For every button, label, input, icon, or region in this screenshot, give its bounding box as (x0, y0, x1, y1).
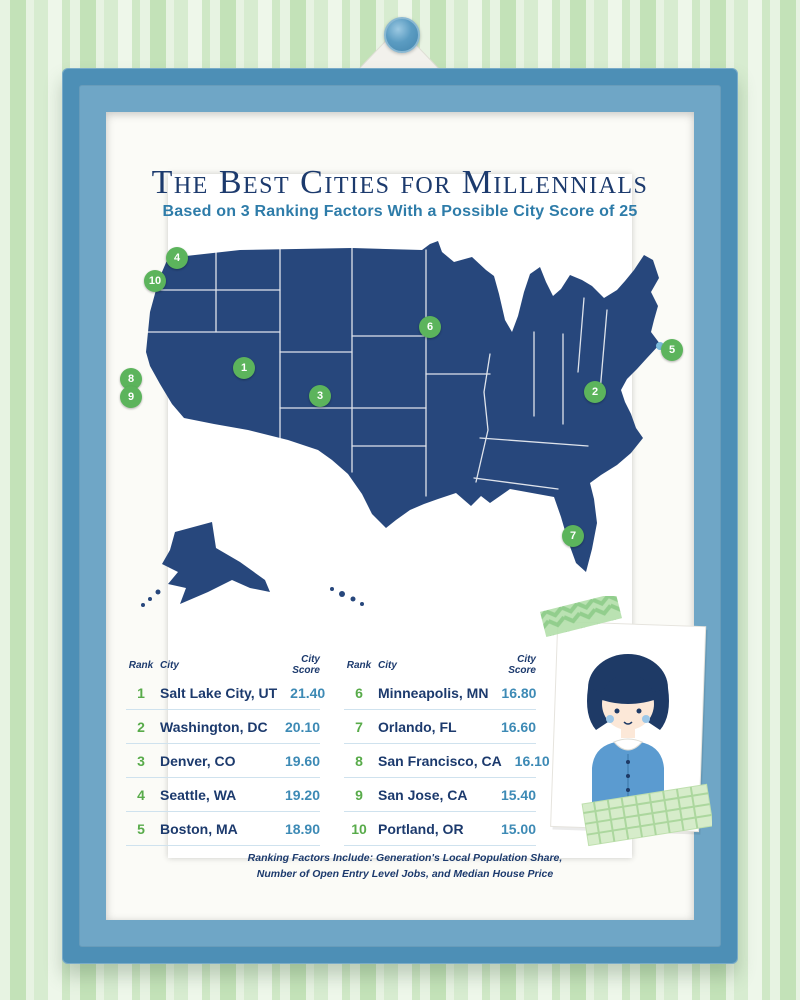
table-header: Rank City City Score (126, 654, 320, 676)
score-cell: 20.10 (284, 718, 320, 735)
city-cell: Portland, OR (378, 820, 464, 837)
map-marker-5: 5 (661, 339, 683, 361)
rank-cell: 4 (137, 786, 145, 803)
table-row: 2 Washington, DC 20.10 (126, 710, 320, 744)
header-rank: Rank (346, 659, 372, 671)
table-row: 8 San Francisco, CA 16.10 (344, 744, 550, 778)
state-borders (147, 247, 608, 497)
map-marker-6: 6 (419, 316, 441, 338)
eye-left (614, 708, 620, 714)
score-cell: 19.60 (284, 752, 320, 769)
city-cell: Salt Lake City, UT (160, 684, 278, 701)
rank-cell: 7 (355, 718, 363, 735)
score-cell: 15.00 (500, 820, 536, 837)
score-cell: 21.40 (290, 684, 326, 701)
us-map-alaska (162, 522, 270, 604)
city-cell: San Francisco, CA (378, 752, 502, 769)
city-cell: Boston, MA (160, 820, 238, 837)
map-marker-10: 10 (144, 270, 166, 292)
plaid-board (581, 783, 712, 847)
table-row: 4 Seattle, WA 19.20 (126, 778, 320, 812)
table-row: 7 Orlando, FL 16.60 (344, 710, 536, 744)
city-cell: Washington, DC (160, 718, 268, 735)
us-map (141, 241, 664, 607)
score-cell: 16.10 (514, 752, 550, 769)
rank-cell: 8 (355, 752, 363, 769)
city-cell: Seattle, WA (160, 786, 237, 803)
header-city-score: City Score (508, 654, 536, 676)
footnote-line-2: Number of Open Entry Level Jobs, and Med… (256, 868, 554, 881)
header-city: City (160, 659, 179, 671)
rank-cell: 9 (355, 786, 363, 803)
ranking-table-right: Rank City City Score 6 Minneapolis, MN 1… (344, 654, 550, 846)
score-cell: 19.20 (284, 786, 320, 803)
header-rank: Rank (128, 659, 154, 671)
rank-cell: 1 (137, 684, 145, 701)
table-row: 3 Denver, CO 19.60 (126, 744, 320, 778)
cheek-left (606, 715, 614, 723)
map-marker-9: 9 (120, 386, 142, 408)
table-row: 10 Portland, OR 15.00 (344, 812, 536, 846)
ranking-table-left: Rank City City Score 1 Salt Lake City, U… (126, 654, 325, 846)
rank-cell: 6 (355, 684, 363, 701)
table-row: 1 Salt Lake City, UT 21.40 (126, 676, 325, 710)
score-cell: 16.60 (500, 718, 536, 735)
cheek-right (642, 715, 650, 723)
score-cell: 18.90 (284, 820, 320, 837)
header-city: City (378, 659, 397, 671)
collar (613, 738, 643, 751)
footnote-line-1: Ranking Factors Include: Generation's Lo… (247, 852, 563, 864)
map-marker-7: 7 (562, 525, 584, 547)
city-cell: Denver, CO (160, 752, 236, 769)
woman-illustration-card (540, 596, 712, 847)
map-marker-8: 8 (120, 368, 142, 390)
rank-cell: 2 (137, 718, 145, 735)
poster-subtitle: Based on 3 Ranking Factors With a Possib… (162, 203, 638, 220)
city-cell: Orlando, FL (378, 718, 457, 735)
map-marker-4: 4 (166, 247, 188, 269)
city-cell: San Jose, CA (378, 786, 468, 803)
map-marker-2: 2 (584, 381, 606, 403)
ranking-factors-note: Ranking Factors Include: Generation's Lo… (200, 850, 610, 883)
table-row: 5 Boston, MA 18.90 (126, 812, 320, 846)
poster-title: The Best Cities for Millennials (151, 164, 649, 201)
fringe (602, 674, 654, 704)
table-header: Rank City City Score (344, 654, 536, 676)
washi-tape (540, 596, 622, 638)
us-map-contiguous (146, 241, 660, 572)
city-cell: Minneapolis, MN (378, 684, 489, 701)
header-city-score: City Score (292, 654, 320, 676)
eye-right (636, 708, 642, 714)
map-marker-1: 1 (233, 357, 255, 379)
table-row: 9 San Jose, CA 15.40 (344, 778, 536, 812)
us-map-hawaii (330, 587, 364, 606)
score-cell: 16.80 (501, 684, 537, 701)
rank-cell: 3 (137, 752, 145, 769)
mouth (623, 721, 633, 725)
score-cell: 15.40 (500, 786, 536, 803)
map-marker-3: 3 (309, 385, 331, 407)
rank-cell: 10 (351, 820, 367, 837)
table-row: 6 Minneapolis, MN 16.80 (344, 676, 536, 710)
rank-cell: 5 (137, 820, 145, 837)
hanging-pin (384, 17, 420, 53)
